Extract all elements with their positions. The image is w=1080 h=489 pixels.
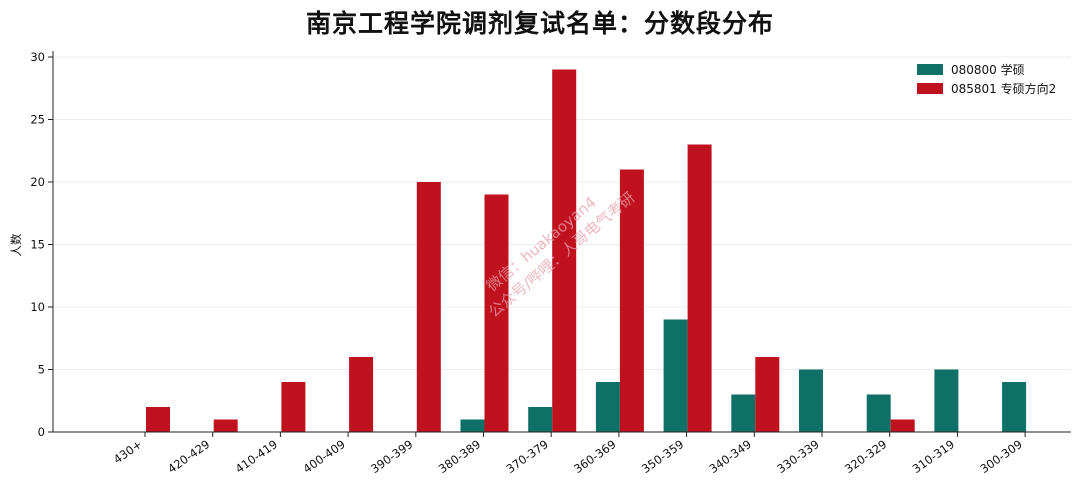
y-tick-label: 30 <box>30 50 45 64</box>
bar-series2 <box>755 357 780 432</box>
bar-series2 <box>416 182 441 432</box>
x-tick-label: 310-319 <box>910 437 957 476</box>
bar-series1 <box>866 394 891 432</box>
legend-swatch <box>917 64 943 75</box>
bar-series1 <box>528 407 553 432</box>
legend-label: 080800 学硕 <box>951 62 1025 77</box>
bar-series1 <box>595 382 620 432</box>
chart-title: 南京工程学院调剂复试名单：分数段分布 <box>305 9 774 38</box>
bar-series2 <box>146 407 170 432</box>
y-tick-label: 10 <box>30 300 45 314</box>
bar-series1 <box>1002 382 1027 432</box>
y-tick-label: 20 <box>30 175 45 189</box>
bar-series2 <box>484 194 509 432</box>
bar-series1 <box>663 319 688 432</box>
y-tick-label: 0 <box>38 425 45 439</box>
y-tick-label: 5 <box>38 363 45 377</box>
x-tick-label: 370-379 <box>504 437 551 476</box>
legend-swatch <box>917 83 943 94</box>
bar-series2 <box>890 419 915 432</box>
legend: 080800 学硕 085801 专硕方向2 <box>917 62 1056 96</box>
bar-series1 <box>799 369 823 432</box>
x-tick-label: 390-399 <box>368 437 415 476</box>
bar-series2 <box>281 382 306 432</box>
x-tick-label: 360-369 <box>571 437 618 476</box>
x-tick-label: 380-389 <box>436 437 483 476</box>
bar-series2 <box>619 169 644 432</box>
bar-series1 <box>460 419 485 432</box>
bars <box>146 69 1027 432</box>
y-tick-label: 15 <box>30 238 45 252</box>
y-tick-label: 25 <box>30 113 45 127</box>
x-tick-label: 430+ <box>111 437 145 467</box>
x-tick-label: 340-349 <box>707 437 754 476</box>
bar-series2 <box>687 144 712 432</box>
bar-series1 <box>934 369 959 432</box>
x-tick-label: 350-359 <box>639 437 686 476</box>
x-tick-label: 410-419 <box>233 437 280 476</box>
bar-series2 <box>552 69 577 432</box>
x-tick-label: 320-329 <box>842 437 889 476</box>
x-tick-label: 400-409 <box>300 437 347 476</box>
bar-series2 <box>349 357 374 432</box>
bar-series2 <box>213 419 238 432</box>
legend-label: 085801 专硕方向2 <box>951 81 1056 96</box>
bar-series1 <box>731 394 756 432</box>
x-tick-label: 300-309 <box>977 437 1024 476</box>
y-axis-label: 人数 <box>9 233 23 256</box>
x-tick-label: 330-339 <box>774 437 821 476</box>
x-tick-label: 420-429 <box>165 437 212 476</box>
